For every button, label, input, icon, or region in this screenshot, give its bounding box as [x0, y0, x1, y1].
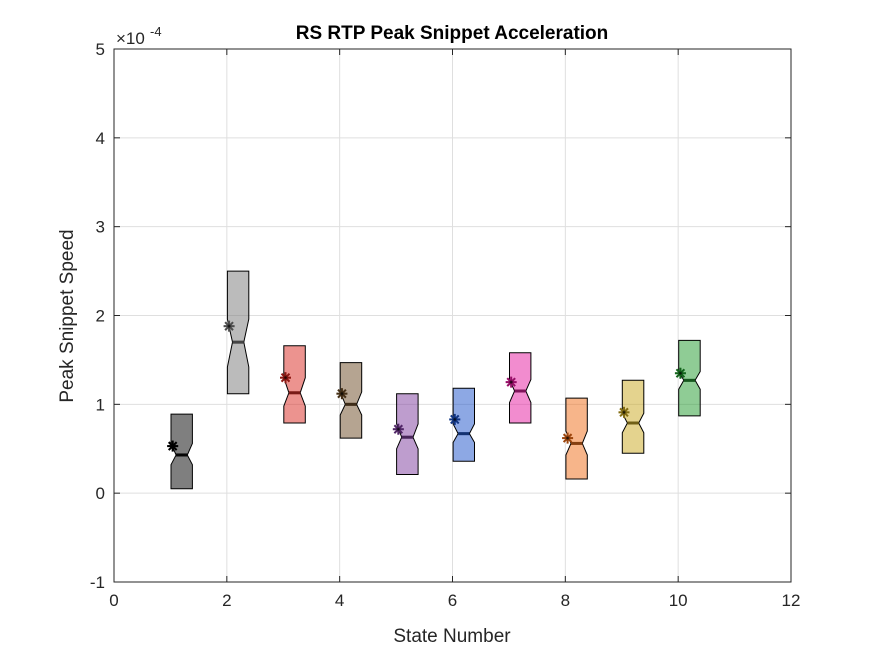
notched-box	[170, 413, 193, 490]
mean-marker-stroke	[562, 433, 573, 443]
mean-marker-stroke	[619, 407, 629, 417]
mean-marker-stroke	[675, 368, 686, 378]
mean-marker	[336, 388, 348, 400]
box-state-9	[618, 379, 645, 454]
box-state-6	[449, 387, 475, 462]
mean-marker-stroke	[280, 373, 291, 383]
notched-box	[621, 379, 645, 454]
mean-marker-stroke	[506, 377, 516, 387]
notched-box	[339, 362, 363, 439]
mean-marker-stroke	[393, 424, 404, 434]
mean-marker-stroke	[393, 424, 404, 434]
mean-marker-shade	[167, 440, 179, 452]
notched-box	[452, 387, 475, 462]
mean-marker	[562, 432, 574, 444]
y-tick-label: 2	[96, 307, 105, 326]
x-tick-label: 4	[335, 591, 344, 610]
mean-marker	[392, 423, 404, 435]
y-tick-label: 4	[96, 129, 105, 148]
mean-marker-shade	[562, 432, 574, 444]
mean-marker-shade	[223, 320, 235, 332]
mean-marker-stroke	[337, 389, 347, 399]
mean-marker	[223, 320, 235, 332]
y-axis-label: Peak Snippet Speed	[57, 229, 78, 402]
mean-marker-stroke	[450, 414, 460, 425]
mean-marker-stroke	[450, 414, 460, 425]
notched-box	[565, 397, 588, 480]
chart-title: RS RTP Peak Snippet Acceleration	[296, 23, 609, 44]
mean-marker-stroke	[337, 389, 347, 399]
notched-box	[226, 270, 250, 395]
mean-marker	[505, 376, 517, 388]
x-tick-label: 8	[561, 591, 570, 610]
y-exponent-power: -4	[150, 24, 162, 39]
mean-marker-stroke	[506, 377, 516, 387]
mean-marker-shade	[280, 372, 292, 384]
mean-marker	[449, 413, 461, 425]
mean-marker-stroke	[224, 321, 234, 331]
mean-marker-stroke	[675, 368, 686, 378]
axis-ticks	[113, 48, 792, 583]
mean-marker-stroke	[619, 407, 629, 417]
box-state-10	[674, 339, 701, 417]
x-tick-label: 2	[222, 591, 231, 610]
mean-marker-stroke	[168, 441, 178, 451]
mean-marker-stroke	[450, 414, 460, 425]
box-state-7	[505, 352, 532, 424]
y-tick-label: -1	[90, 573, 105, 592]
mean-marker-shade	[336, 388, 348, 400]
y-exponent-base: ×10	[116, 29, 145, 48]
x-tick-label: 10	[669, 591, 688, 610]
mean-marker	[167, 440, 179, 452]
mean-marker-shade	[392, 423, 404, 435]
box-state-2	[223, 270, 250, 395]
mean-marker-stroke	[337, 389, 347, 399]
mean-marker-shade	[505, 376, 517, 388]
mean-marker	[618, 406, 630, 418]
mean-marker-stroke	[619, 407, 629, 417]
box-state-3	[280, 345, 306, 424]
box-state-1	[167, 413, 193, 490]
mean-marker-stroke	[562, 433, 573, 443]
mean-marker-shade	[674, 367, 686, 379]
mean-marker-stroke	[280, 373, 291, 383]
mean-marker-stroke	[675, 368, 686, 378]
mean-marker-stroke	[168, 441, 178, 451]
notched-box	[678, 339, 701, 417]
mean-marker-stroke	[393, 424, 404, 434]
x-axis-label: State Number	[393, 626, 511, 647]
mean-marker-shade	[618, 406, 630, 418]
mean-marker-stroke	[562, 433, 573, 443]
box-series	[167, 270, 701, 490]
box-state-4	[336, 362, 363, 439]
mean-marker-stroke	[280, 373, 291, 383]
notched-box	[283, 345, 306, 424]
box-state-8	[562, 397, 588, 480]
y-tick-label: 3	[96, 218, 105, 237]
mean-marker	[280, 372, 292, 384]
y-tick-label: 0	[96, 484, 105, 503]
mean-marker	[674, 367, 686, 379]
y-tick-label: 5	[96, 40, 105, 59]
mean-marker-stroke	[224, 321, 234, 331]
mean-marker-shade	[449, 413, 461, 425]
notched-box	[396, 393, 419, 475]
x-tick-label: 6	[448, 591, 457, 610]
mean-marker-stroke	[224, 321, 234, 331]
box-state-5	[392, 393, 419, 475]
mean-marker-stroke	[506, 377, 516, 387]
x-tick-label: 12	[782, 591, 801, 610]
x-tick-label: 0	[109, 591, 118, 610]
notched-box	[509, 352, 532, 424]
y-tick-label: 1	[96, 395, 105, 414]
mean-marker-stroke	[168, 441, 178, 451]
